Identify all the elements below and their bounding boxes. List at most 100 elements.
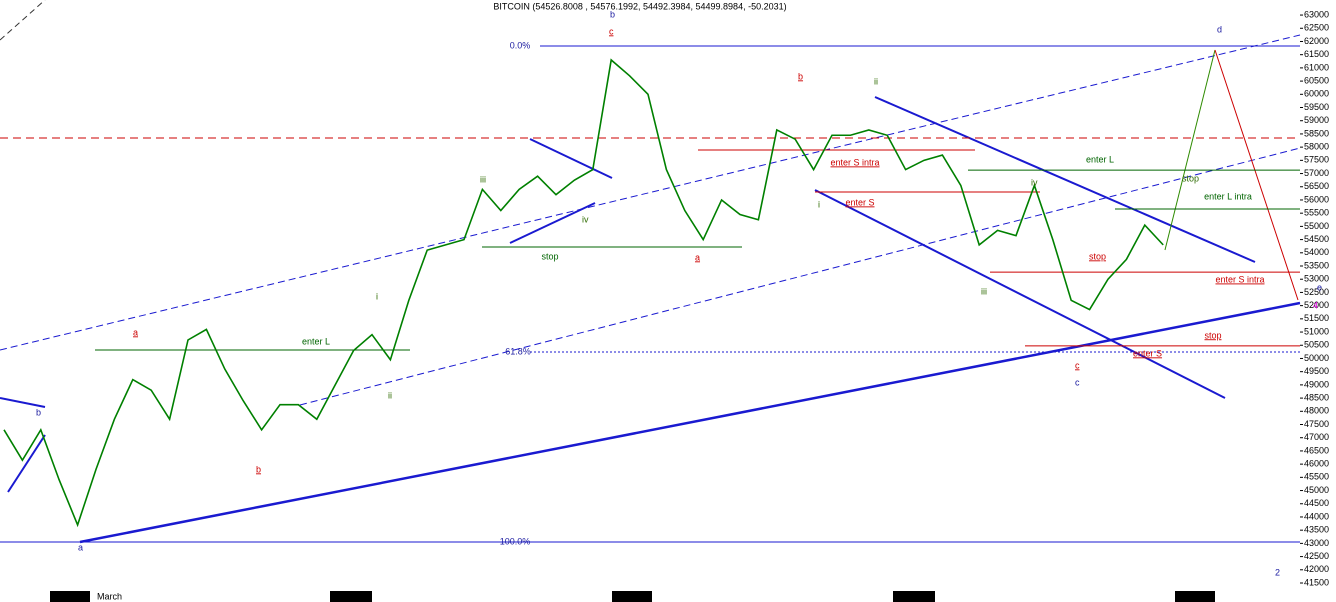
level-label: stop <box>1089 251 1106 261</box>
y-tick-label: 62000 <box>1304 36 1329 46</box>
y-tick-label: 57500 <box>1304 155 1329 165</box>
level-label: stop <box>1182 173 1199 183</box>
y-tick-label: 43000 <box>1304 538 1329 548</box>
wave-label: iii <box>480 174 486 184</box>
fib-label: 100.0% <box>500 536 531 546</box>
x-axis <box>0 590 1336 602</box>
trade-level-label: enter L <box>302 336 330 346</box>
wave-label: ii <box>874 76 878 86</box>
trend-line <box>0 34 1301 351</box>
wave-label: i <box>376 291 378 301</box>
x-axis-blocks <box>50 591 1215 602</box>
wave-label: i <box>818 199 820 209</box>
y-tick-label: 49500 <box>1304 366 1329 376</box>
forecast-line <box>1214 49 1299 301</box>
y-tick-label: 47000 <box>1304 432 1329 442</box>
trend-line <box>0 397 46 408</box>
trade-level-label: stop <box>1204 330 1221 340</box>
y-tick-label: 48000 <box>1304 406 1329 416</box>
y-tick-label: 55000 <box>1304 221 1329 231</box>
wave-label: d <box>1217 24 1222 34</box>
trend-line <box>0 0 46 41</box>
trend-lines <box>0 0 1301 544</box>
y-tick-label: 42500 <box>1304 551 1329 561</box>
wave-label: 2 <box>1275 567 1280 577</box>
y-tick-label: 49000 <box>1304 379 1329 389</box>
wave-label: iii <box>981 286 987 296</box>
trend-line <box>7 434 46 493</box>
y-tick-label: 45000 <box>1304 485 1329 495</box>
y-tick-label: 47500 <box>1304 419 1329 429</box>
y-tick-label: 46500 <box>1304 445 1329 455</box>
period-block <box>50 591 90 602</box>
y-tick-label: 60000 <box>1304 89 1329 99</box>
y-tick-label: 48500 <box>1304 392 1329 402</box>
y-tick-label: 43500 <box>1304 525 1329 535</box>
wave-label: c <box>609 26 614 36</box>
y-tick-label: 56000 <box>1304 194 1329 204</box>
y-tick-label: 41500 <box>1304 577 1329 587</box>
y-tick-label: 52500 <box>1304 287 1329 297</box>
y-tick-label: 61500 <box>1304 49 1329 59</box>
period-block <box>612 591 652 602</box>
y-tick-label: 63000 <box>1304 9 1329 19</box>
trend-line <box>299 147 1301 406</box>
trade-level-label: enter S <box>845 197 874 207</box>
trend-line <box>529 138 613 179</box>
annotations: b a b a i ii iii iv b c a b ii i iii iv … <box>36 9 1322 577</box>
trend-line <box>874 96 1256 263</box>
y-tick-label: 59500 <box>1304 102 1329 112</box>
trade-level-label: enter S intra <box>830 157 879 167</box>
y-tick-label: 55500 <box>1304 208 1329 218</box>
wave-label: b <box>798 71 803 81</box>
fib-label: 0.0% <box>510 40 531 50</box>
y-tick-label: 50500 <box>1304 340 1329 350</box>
trend-line <box>79 301 1301 544</box>
wave-label: b <box>610 9 615 19</box>
y-tick-label: 44500 <box>1304 498 1329 508</box>
trade-level-label: enter S intra <box>1215 274 1264 284</box>
chart-title: BITCOIN (54526.8008 , 54576.1992, 54492.… <box>493 1 786 11</box>
trade-level-label: enter L intra <box>1204 191 1252 201</box>
y-tick-label: 62500 <box>1304 23 1329 33</box>
wave-label: a <box>78 542 83 552</box>
y-tick-label: 46000 <box>1304 459 1329 469</box>
y-tick-label: 54500 <box>1304 234 1329 244</box>
period-block <box>330 591 372 602</box>
wave-label: b <box>36 407 41 417</box>
y-tick-label: 51000 <box>1304 326 1329 336</box>
y-tick-label: 53000 <box>1304 274 1329 284</box>
wave-label: a <box>133 327 138 337</box>
y-tick-label: 58000 <box>1304 142 1329 152</box>
wave-label: a <box>695 252 700 262</box>
wave-label: e <box>1317 282 1322 292</box>
y-tick-label: 61000 <box>1304 62 1329 72</box>
y-tick-label: 54000 <box>1304 247 1329 257</box>
y-tick-label: 59000 <box>1304 115 1329 125</box>
wave-label: c <box>1075 377 1080 387</box>
y-tick-label: 50000 <box>1304 353 1329 363</box>
level-label: enter S <box>1133 348 1162 358</box>
y-tick-label: 57000 <box>1304 168 1329 178</box>
x-tick-label: March <box>97 591 122 601</box>
trade-level-label: stop <box>541 251 558 261</box>
y-tick-label: 42000 <box>1304 564 1329 574</box>
y-tick-label: 53500 <box>1304 260 1329 270</box>
y-tick-label: 45500 <box>1304 472 1329 482</box>
wave-label: c <box>1075 360 1080 370</box>
wave-label: iv <box>582 214 589 224</box>
price-line <box>3 58 1164 528</box>
wave-label: 4 <box>1313 300 1318 310</box>
trend-line <box>509 202 596 244</box>
wave-label: b <box>256 464 261 474</box>
wave-label: iv <box>1031 177 1038 187</box>
y-tick-label: 51500 <box>1304 313 1329 323</box>
y-tick-label: 56500 <box>1304 181 1329 191</box>
forecast-line <box>1164 49 1216 251</box>
trade-level-label: enter L <box>1086 154 1114 164</box>
period-block <box>893 591 935 602</box>
y-tick-label: 52000 <box>1304 300 1329 310</box>
y-tick-label: 60500 <box>1304 75 1329 85</box>
